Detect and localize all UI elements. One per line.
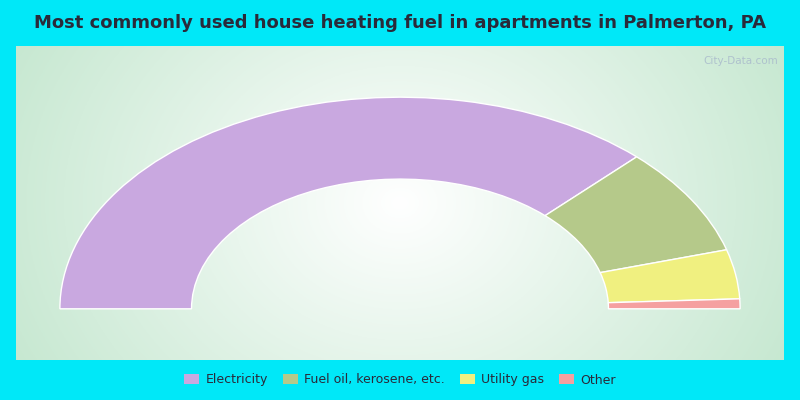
Wedge shape	[600, 250, 740, 303]
Wedge shape	[608, 299, 740, 309]
Text: Most commonly used house heating fuel in apartments in Palmerton, PA: Most commonly used house heating fuel in…	[34, 14, 766, 32]
Wedge shape	[60, 97, 637, 309]
Legend: Electricity, Fuel oil, kerosene, etc., Utility gas, Other: Electricity, Fuel oil, kerosene, etc., U…	[184, 374, 616, 386]
Text: City-Data.com: City-Data.com	[704, 56, 778, 66]
Wedge shape	[545, 157, 726, 273]
